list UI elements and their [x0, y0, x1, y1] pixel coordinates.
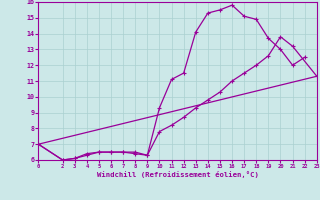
X-axis label: Windchill (Refroidissement éolien,°C): Windchill (Refroidissement éolien,°C) — [97, 171, 259, 178]
